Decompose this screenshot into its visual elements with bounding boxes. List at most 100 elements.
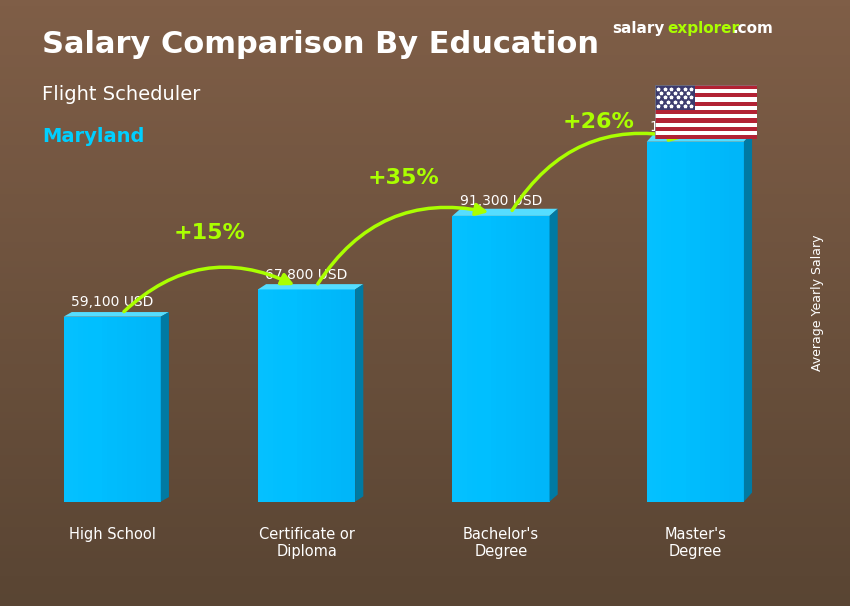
Bar <box>715 142 720 502</box>
Bar <box>654 135 756 139</box>
Text: +15%: +15% <box>173 223 246 243</box>
Bar <box>107 317 112 502</box>
Bar <box>654 98 756 102</box>
Bar <box>686 142 690 502</box>
Bar <box>127 317 132 502</box>
Bar <box>681 142 686 502</box>
Bar <box>506 216 511 502</box>
Bar <box>258 290 263 502</box>
FancyBboxPatch shape <box>64 317 161 502</box>
Bar <box>345 290 350 502</box>
Bar <box>117 317 122 502</box>
Bar <box>654 89 756 93</box>
Bar <box>525 216 530 502</box>
Bar <box>734 142 739 502</box>
Bar <box>277 290 282 502</box>
Bar <box>666 142 671 502</box>
Bar <box>93 317 98 502</box>
Bar <box>64 317 69 502</box>
Bar <box>520 216 525 502</box>
Polygon shape <box>355 284 363 502</box>
Bar <box>467 216 472 502</box>
Bar <box>654 93 756 98</box>
Bar <box>545 216 550 502</box>
Polygon shape <box>258 284 363 290</box>
Bar <box>292 290 297 502</box>
Bar <box>491 216 496 502</box>
Polygon shape <box>64 312 169 317</box>
Bar <box>88 317 93 502</box>
Text: Salary Comparison By Education: Salary Comparison By Education <box>42 30 599 59</box>
Bar <box>540 216 545 502</box>
Bar <box>739 142 744 502</box>
Text: +26%: +26% <box>562 112 634 132</box>
Bar <box>263 290 268 502</box>
Bar <box>151 317 156 502</box>
Bar <box>705 142 710 502</box>
Polygon shape <box>452 208 558 216</box>
Bar <box>326 290 331 502</box>
Bar <box>720 142 724 502</box>
Bar <box>141 317 146 502</box>
Bar <box>132 317 137 502</box>
Bar <box>69 317 73 502</box>
Bar <box>146 317 151 502</box>
Bar <box>156 317 161 502</box>
Polygon shape <box>550 208 558 502</box>
Text: salary: salary <box>612 21 665 36</box>
Text: 115,000 USD: 115,000 USD <box>649 120 741 134</box>
Text: +35%: +35% <box>368 168 439 188</box>
Bar <box>695 142 700 502</box>
Bar <box>273 290 277 502</box>
Bar <box>690 142 695 502</box>
Polygon shape <box>647 133 752 142</box>
Bar <box>729 142 734 502</box>
Bar <box>350 290 355 502</box>
Bar <box>316 290 321 502</box>
Bar <box>122 317 127 502</box>
Bar <box>652 142 656 502</box>
Bar <box>73 317 78 502</box>
Bar <box>481 216 486 502</box>
Bar <box>268 290 273 502</box>
Bar <box>676 142 681 502</box>
Text: Maryland: Maryland <box>42 127 144 146</box>
Bar <box>331 290 336 502</box>
Bar <box>103 317 107 502</box>
Text: Master's
Degree: Master's Degree <box>665 527 726 559</box>
Bar <box>515 216 520 502</box>
Bar <box>654 85 756 89</box>
Polygon shape <box>744 133 752 502</box>
Bar <box>654 102 756 106</box>
Bar <box>530 216 535 502</box>
Text: .com: .com <box>733 21 774 36</box>
Text: explorer: explorer <box>667 21 740 36</box>
Bar <box>472 216 477 502</box>
Text: 59,100 USD: 59,100 USD <box>71 295 153 309</box>
Bar <box>724 142 729 502</box>
Bar <box>83 317 88 502</box>
FancyBboxPatch shape <box>258 290 355 502</box>
Bar <box>78 317 83 502</box>
Bar <box>654 110 756 114</box>
Bar <box>511 216 515 502</box>
Bar <box>654 131 756 135</box>
Bar <box>654 122 756 127</box>
Bar <box>112 317 117 502</box>
Bar <box>302 290 307 502</box>
Bar <box>654 85 695 110</box>
Bar <box>311 290 316 502</box>
Bar <box>654 118 756 122</box>
Bar <box>647 142 652 502</box>
Bar <box>98 317 103 502</box>
Bar <box>282 290 287 502</box>
Text: Certificate or
Diploma: Certificate or Diploma <box>258 527 354 559</box>
Bar <box>307 290 311 502</box>
Bar <box>501 216 506 502</box>
Bar <box>477 216 481 502</box>
Bar <box>535 216 540 502</box>
Bar <box>661 142 666 502</box>
Bar <box>452 216 457 502</box>
Bar <box>457 216 462 502</box>
Text: High School: High School <box>69 527 156 542</box>
